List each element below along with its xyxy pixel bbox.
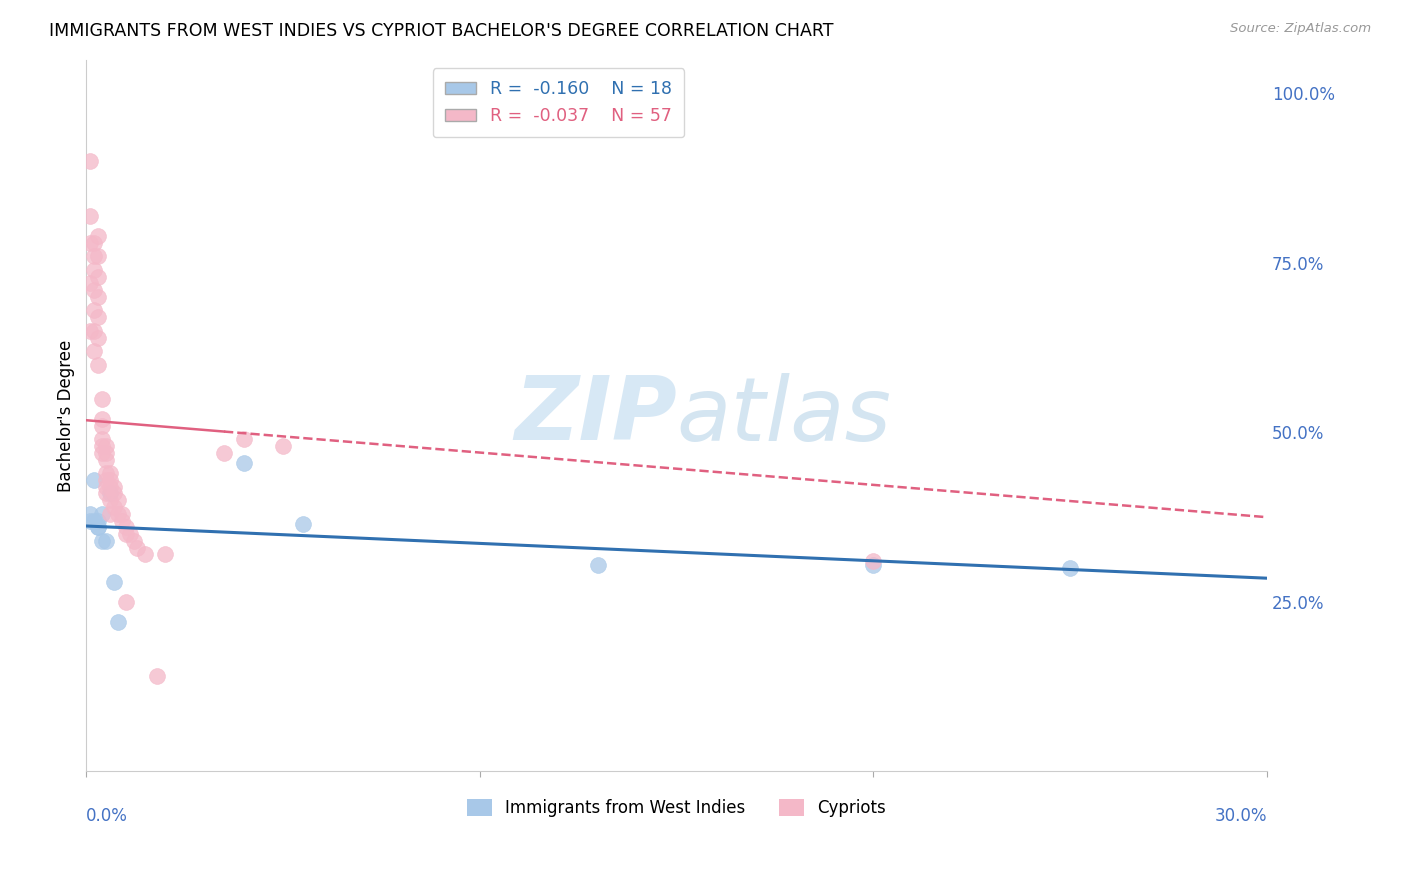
Point (91, 432, 114, 446)
Point (83, 283, 105, 297)
Point (862, 558, 884, 572)
Point (87, 310, 110, 325)
Point (91, 507, 114, 521)
Point (87, 520, 110, 534)
Point (107, 507, 129, 521)
Point (98, 473, 121, 487)
Point (153, 548, 176, 562)
Point (94, 473, 117, 487)
Point (91, 439, 114, 453)
Point (291, 516, 314, 531)
Point (87, 290, 110, 304)
Point (91, 412, 114, 426)
Point (87, 269, 110, 284)
Point (79, 277, 101, 291)
Text: 0.0%: 0.0% (86, 807, 128, 825)
Point (103, 480, 125, 494)
Point (83, 514, 105, 528)
Point (122, 533, 145, 548)
Point (862, 554, 884, 568)
Point (83, 235, 105, 250)
Point (103, 500, 125, 514)
Point (91, 392, 114, 406)
Point (118, 527, 141, 541)
Point (87, 228, 110, 243)
Point (232, 432, 254, 446)
Point (114, 520, 136, 534)
Point (79, 154, 101, 169)
Point (87, 330, 110, 344)
Y-axis label: Bachelor's Degree: Bachelor's Degree (58, 339, 75, 491)
Point (127, 541, 149, 555)
Point (146, 669, 169, 683)
Point (94, 533, 117, 548)
Legend: Immigrants from West Indies, Cypriots: Immigrants from West Indies, Cypriots (460, 792, 893, 823)
Text: IMMIGRANTS FROM WEST INDIES VS CYPRIOT BACHELOR'S DEGREE CORRELATION CHART: IMMIGRANTS FROM WEST INDIES VS CYPRIOT B… (49, 22, 834, 40)
Point (83, 473, 105, 487)
Point (134, 548, 156, 562)
Text: Source: ZipAtlas.com: Source: ZipAtlas.com (1230, 22, 1371, 36)
Point (94, 439, 117, 453)
Point (91, 446, 114, 460)
Point (111, 507, 134, 521)
Text: ZIP: ZIP (513, 372, 676, 459)
Point (98, 480, 121, 494)
Point (232, 456, 254, 470)
Point (94, 486, 117, 500)
Point (91, 533, 114, 548)
Text: 30.0%: 30.0% (1215, 807, 1267, 825)
Point (586, 558, 609, 572)
Point (87, 358, 110, 372)
Point (107, 493, 129, 508)
Point (98, 466, 121, 480)
Point (94, 466, 117, 480)
Point (98, 507, 121, 521)
Point (87, 520, 110, 534)
Point (212, 446, 235, 460)
Point (87, 514, 110, 528)
Point (111, 514, 134, 528)
Point (114, 527, 136, 541)
Point (103, 486, 125, 500)
Point (1059, 561, 1081, 575)
Point (83, 249, 105, 263)
Point (79, 235, 101, 250)
Point (94, 446, 117, 460)
Point (94, 480, 117, 494)
Point (79, 324, 101, 338)
Point (94, 452, 117, 467)
Point (107, 615, 129, 630)
Point (87, 249, 110, 263)
Text: atlas: atlas (676, 373, 891, 458)
Point (98, 493, 121, 508)
Point (114, 595, 136, 609)
Point (79, 209, 101, 223)
Point (83, 344, 105, 359)
Point (103, 574, 125, 589)
Point (83, 303, 105, 318)
Point (79, 514, 101, 528)
Point (98, 486, 121, 500)
Point (79, 507, 101, 521)
Point (83, 324, 105, 338)
Point (271, 439, 294, 453)
Point (83, 262, 105, 277)
Point (91, 418, 114, 433)
